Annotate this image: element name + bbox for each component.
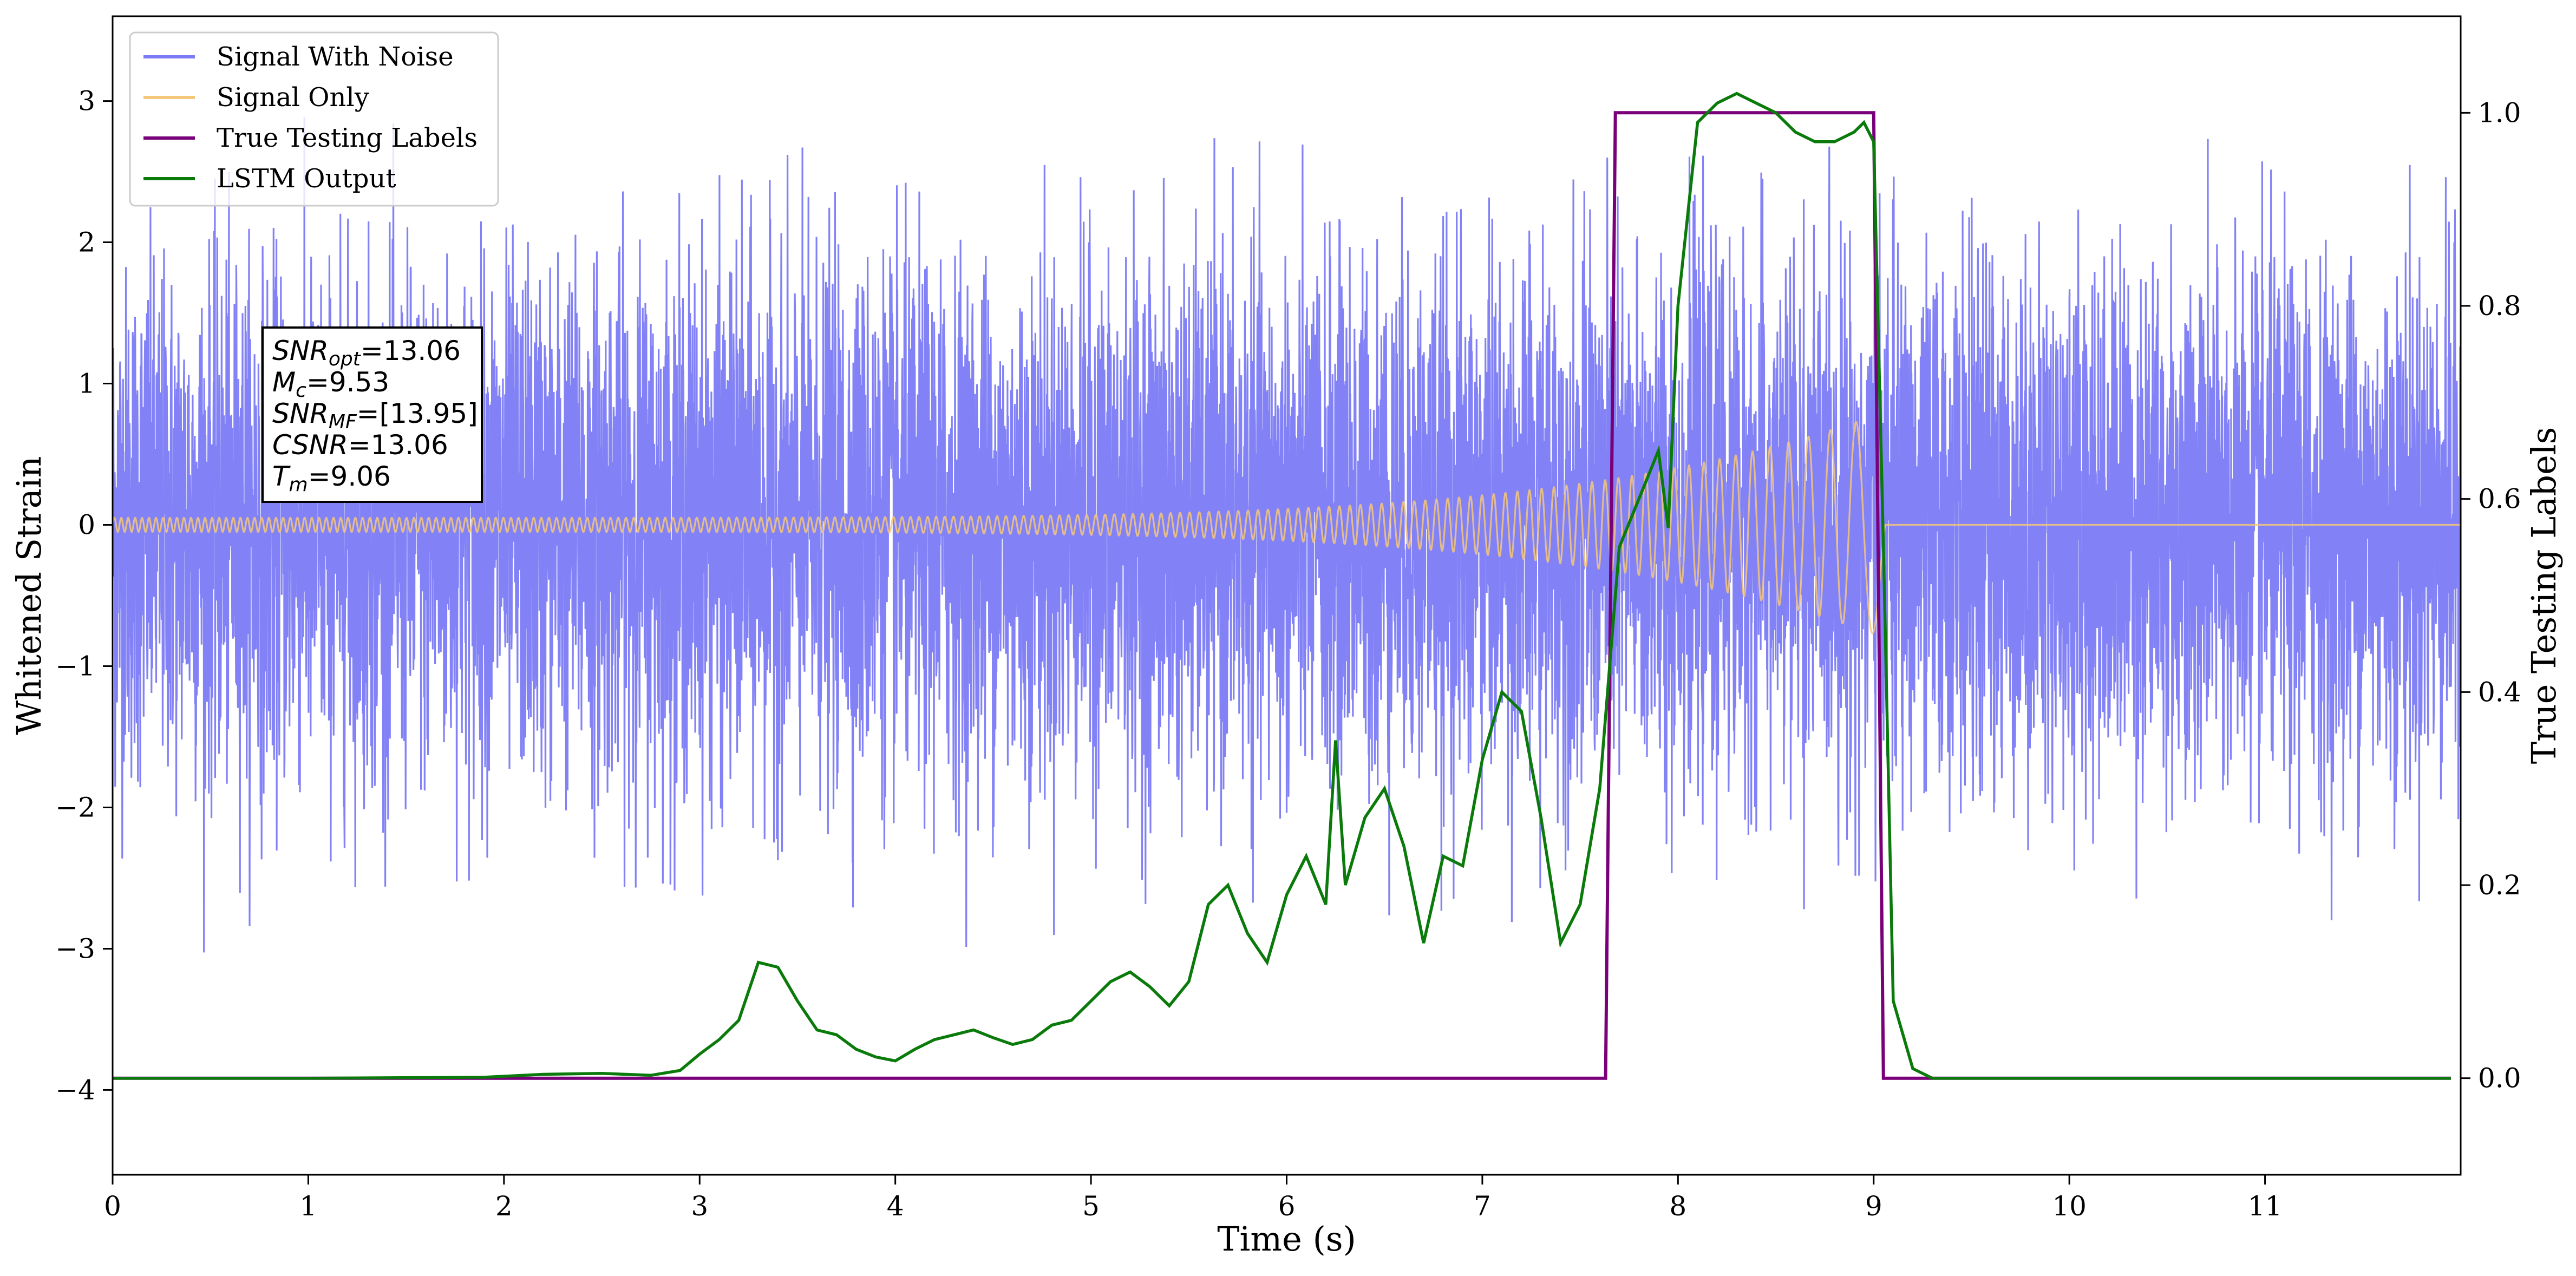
y-tick-label: −3 xyxy=(55,933,95,964)
legend-box xyxy=(129,31,499,207)
legend-label: Signal Only xyxy=(217,82,369,113)
y-right-tick-label: 0.2 xyxy=(2478,869,2521,901)
legend-label: LSTM Output xyxy=(217,163,396,194)
x-tick-label: 2 xyxy=(495,1190,513,1222)
x-axis-title: Time (s) xyxy=(1217,1219,1356,1259)
x-tick-label: 8 xyxy=(1669,1190,1686,1222)
y-tick-label: 1 xyxy=(78,368,95,400)
plot-area xyxy=(113,91,2461,1080)
y-tick-label: 2 xyxy=(78,227,95,258)
x-tick-label: 10 xyxy=(2052,1190,2087,1222)
x-tick-label: 1 xyxy=(300,1190,317,1222)
y-right-tick-label: 0.8 xyxy=(2478,290,2521,322)
x-tick-label: 9 xyxy=(1865,1190,1882,1222)
legend-label: True Testing Labels xyxy=(217,123,478,153)
series-lstm-output xyxy=(113,91,2451,1080)
y-tick-label: −1 xyxy=(55,650,95,682)
y-tick-label: −4 xyxy=(55,1074,95,1105)
x-tick-label: 3 xyxy=(691,1190,708,1222)
x-tick-label: 6 xyxy=(1278,1190,1296,1222)
y-right-tick-label: 0.6 xyxy=(2478,483,2521,515)
y-axis-right-title: True Testing Labels xyxy=(2524,427,2564,764)
x-tick-label: 0 xyxy=(104,1190,121,1222)
annotation-line: CSNR=13.06 xyxy=(272,429,448,461)
legend: Signal With Noise Signal Only True Testing… xyxy=(129,31,499,207)
x-tick-label: 5 xyxy=(1082,1190,1100,1222)
tick-layer: 0 1 2 3 4 5 6 7 8 9 10 11 −4 −3 −2 −1 0 1 2 3 0.0 0.2 0.4 0.6 0.… xyxy=(55,86,2521,1222)
series-signal-only xyxy=(113,421,2461,634)
annotation-box: SNRopt=13.06Mc=9.53SNRMF=[13.95]CSNR=13.… xyxy=(261,326,483,503)
series-signal-with-noise xyxy=(113,117,2461,953)
y-tick-label: 0 xyxy=(78,509,95,541)
y-tick-label: 3 xyxy=(78,86,95,117)
legend-label: Signal With Noise xyxy=(217,42,454,72)
y-right-tick-label: 0.0 xyxy=(2478,1063,2521,1094)
plot-layer xyxy=(113,91,2461,1080)
x-tick-label: 11 xyxy=(2248,1190,2283,1222)
annotation-line: Mc=9.53 xyxy=(272,367,389,402)
y-right-tick-label: 1.0 xyxy=(2478,97,2521,128)
annotation-frame xyxy=(261,326,483,503)
annotation-line: SNRopt=13.06 xyxy=(272,335,461,370)
y-tick-label: −2 xyxy=(55,791,95,823)
x-tick-label: 4 xyxy=(887,1190,904,1222)
annotation-line: SNRMF=[13.95] xyxy=(272,398,478,433)
y-right-tick-label: 0.4 xyxy=(2478,676,2521,708)
annotation-line: Tm=9.06 xyxy=(272,461,391,496)
x-tick-label: 7 xyxy=(1474,1190,1491,1222)
y-axis-title: Whitened Strain xyxy=(9,456,49,735)
